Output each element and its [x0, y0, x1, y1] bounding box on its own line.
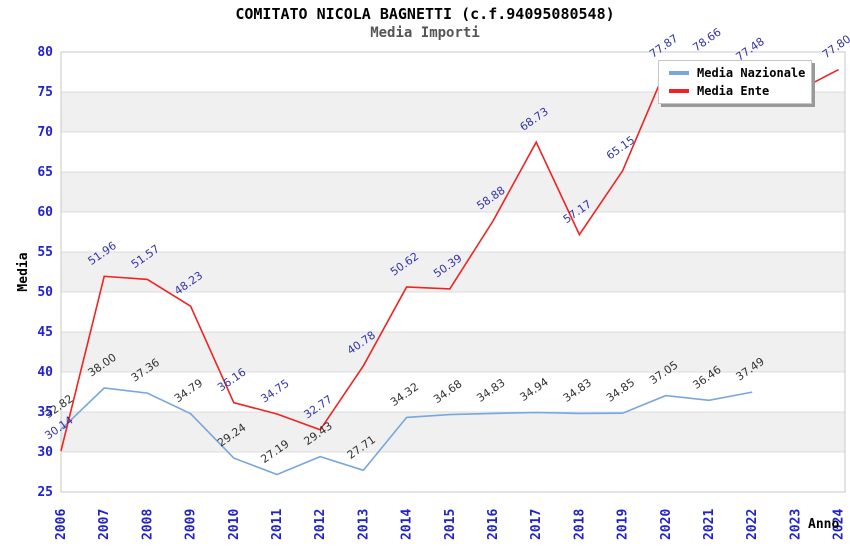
y-axis-title: Media — [16, 252, 31, 291]
y-axis-tick-label: 35 — [37, 405, 53, 420]
x-axis-tick-label: 2008 — [140, 509, 155, 540]
legend-label: Media Nazionale — [697, 65, 806, 80]
x-axis-tick-label: 2024 — [832, 509, 847, 540]
data-label: 34.85 — [604, 376, 637, 405]
plot-band — [61, 332, 845, 372]
x-axis-tick-label: 2010 — [227, 509, 242, 540]
x-axis-tick-label: 2023 — [788, 509, 803, 540]
x-axis-tick-label: 2019 — [616, 509, 631, 540]
data-label: 34.83 — [474, 376, 507, 405]
x-axis-tick-label: 2021 — [702, 509, 717, 540]
data-label: 34.79 — [172, 376, 205, 405]
data-label: 34.68 — [431, 377, 464, 406]
x-axis-tick-label: 2014 — [400, 509, 415, 540]
chart-subtitle: Media Importi — [370, 25, 480, 41]
x-axis-tick-label: 2006 — [54, 509, 69, 540]
legend-label: Media Ente — [697, 84, 770, 99]
x-axis-tick-label: 2020 — [659, 509, 674, 540]
y-axis-tick-label: 60 — [37, 205, 53, 220]
y-axis-tick-label: 25 — [37, 485, 53, 500]
legend-swatch-media-ente — [669, 89, 689, 94]
x-axis-title: Anno — [808, 517, 839, 532]
y-axis-tick-label: 40 — [37, 365, 53, 380]
data-label: 34.32 — [388, 380, 421, 409]
x-axis-tick-label: 2015 — [443, 509, 458, 540]
data-label: 34.83 — [561, 376, 594, 405]
y-axis-tick-label: 75 — [37, 85, 53, 100]
data-label: 34.94 — [518, 375, 551, 404]
x-axis-tick-label: 2012 — [313, 509, 328, 540]
x-axis-tick-label: 2018 — [572, 509, 587, 540]
legend-item-media-nazionale: Media Nazionale — [659, 66, 811, 80]
chart-title: COMITATO NICOLA BAGNETTI (c.f.9409508054… — [235, 5, 615, 23]
legend-swatch-media-nazionale — [669, 70, 689, 75]
legend: Media Nazionale Media Ente — [658, 60, 812, 104]
x-axis-tick-label: 2011 — [270, 509, 285, 540]
series-line-media-nazionale — [60, 387, 753, 476]
y-axis-tick-label: 30 — [37, 445, 53, 460]
legend-item-media-ente: Media Ente — [659, 84, 811, 98]
y-axis-tick-label: 50 — [37, 285, 53, 300]
y-axis-tick-label: 55 — [37, 245, 53, 260]
plot-frame — [60, 51, 846, 493]
x-axis-tick-label: 2009 — [184, 509, 199, 540]
x-axis-tick-label: 2013 — [356, 509, 371, 540]
y-axis-tick-label: 80 — [37, 45, 53, 60]
x-axis-tick-label: 2022 — [745, 509, 760, 540]
x-axis-tick-label: 2017 — [529, 509, 544, 540]
plot-band — [61, 172, 845, 212]
plot-band — [61, 412, 845, 452]
x-axis-tick-label: 2007 — [97, 509, 112, 540]
y-axis-tick-label: 65 — [37, 165, 53, 180]
y-axis-tick-label: 70 — [37, 125, 53, 140]
y-axis-tick-label: 45 — [37, 325, 53, 340]
data-label: 34.75 — [258, 377, 291, 406]
x-axis-tick-label: 2016 — [486, 509, 501, 540]
